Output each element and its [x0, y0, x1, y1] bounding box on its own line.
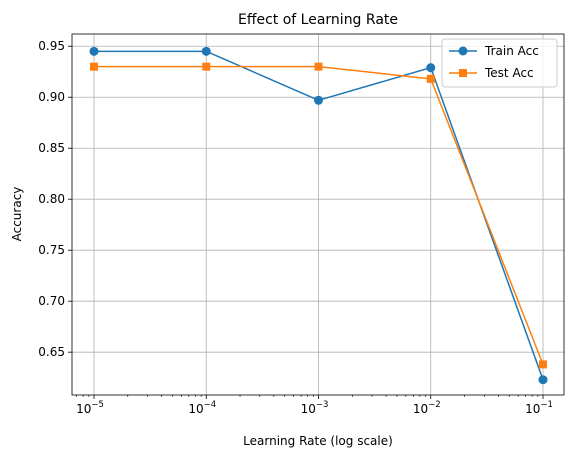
tick-labels: 10−5 10−4 10−3 10−2 10−1 0.65 0.70 0.75 0.80 0.85…: [38, 39, 553, 416]
data-point-circle: [538, 375, 548, 385]
major-ticks: [68, 45, 544, 399]
data-point-circle: [89, 46, 99, 56]
legend-label-test: Test Acc: [484, 66, 534, 80]
y-tick-label: 0.65: [38, 345, 65, 359]
x-tick-label: 10−1: [525, 400, 553, 416]
data-point-square: [539, 360, 547, 369]
data-point-square: [426, 74, 435, 83]
legend-label-train: Train Acc: [484, 44, 539, 58]
data-point-square: [90, 62, 98, 71]
legend: Train Acc Test Acc: [441, 38, 558, 88]
series-layer: [89, 46, 548, 385]
data-point-square: [202, 62, 211, 71]
data-point-circle: [426, 63, 436, 73]
x-tick-label: 10−5: [76, 400, 104, 416]
y-tick-label: 0.70: [38, 294, 65, 308]
data-point-circle: [201, 46, 211, 56]
x-tick-label: 10−4: [188, 400, 216, 416]
chart-title: Effect of Learning Rate: [238, 12, 398, 28]
x-axis-title: Learning Rate (log scale): [243, 434, 393, 448]
y-tick-label: 0.85: [38, 141, 65, 155]
x-tick-label: 10−3: [301, 400, 329, 416]
legend-marker-train: [458, 46, 468, 56]
y-tick-label: 0.90: [38, 90, 65, 104]
legend-marker-test: [459, 69, 467, 77]
y-tick-label: 0.95: [38, 39, 65, 53]
data-point-square: [314, 62, 323, 71]
y-axis-title: Accuracy: [10, 187, 24, 242]
plot-frame: [71, 33, 565, 396]
minor-x-ticks: [76, 395, 539, 397]
y-tick-label: 0.75: [38, 243, 65, 257]
data-point-circle: [314, 95, 323, 105]
y-tick-label: 0.80: [38, 192, 65, 206]
x-tick-label: 10−2: [413, 400, 441, 416]
